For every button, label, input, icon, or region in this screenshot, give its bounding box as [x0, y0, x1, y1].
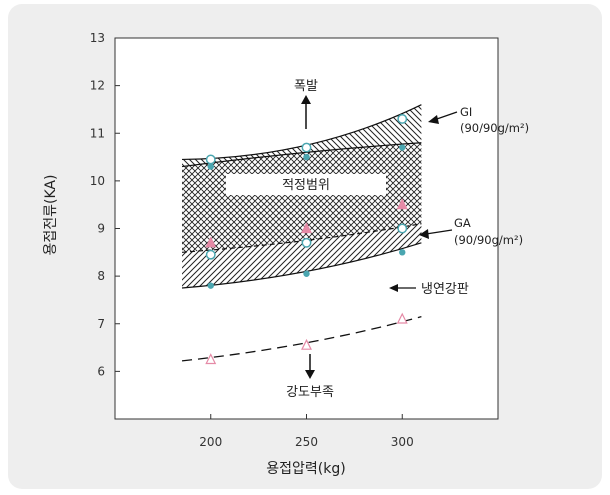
proper-lower-boundary: [181, 223, 422, 253]
x-axis-title: 용접압력(kg): [266, 461, 345, 477]
gi-point: [205, 154, 216, 165]
proper-range-box: [226, 174, 386, 195]
low-strength-point: [396, 312, 408, 324]
low-strength-point: [301, 338, 312, 350]
gi-coating-label: (90/90g/m²): [460, 121, 529, 135]
gi-point: [301, 237, 312, 248]
cold-rolled-point: [207, 282, 214, 289]
gi-point: [205, 249, 216, 260]
cold-rolled-point: [303, 153, 310, 161]
gi-arrowhead: [428, 115, 439, 124]
low-strength-arrowhead: [305, 370, 315, 379]
y-tick-label: 11: [90, 126, 105, 140]
gi-point: [397, 114, 408, 124]
ga-label: GA: [454, 216, 471, 230]
region-proper-range: [182, 142, 422, 253]
y-tick-label: 7: [97, 317, 105, 331]
gi-point: [397, 223, 408, 234]
cold-rolled-point: [207, 163, 214, 170]
proper-range-label: 적정범위: [282, 178, 330, 193]
gi-label: GI: [460, 105, 472, 119]
ga-point: [396, 198, 408, 210]
x-tick-label: 300: [391, 435, 414, 449]
y-tick-label: 13: [90, 31, 105, 45]
cold-rolled-point: [399, 249, 406, 256]
explosion-arrowhead: [301, 95, 311, 104]
ga-arrowhead: [419, 229, 429, 239]
cold-rolled-arrowhead: [389, 284, 398, 292]
gi-point: [301, 142, 312, 153]
y-tick-label: 9: [97, 222, 105, 236]
ga-coating-label: (90/90g/m²): [454, 233, 523, 247]
explosion-label: 폭발: [294, 79, 318, 94]
low-strength-label: 강도부족: [286, 385, 334, 400]
gi-arrow: [433, 111, 458, 121]
x-tick-label: 200: [199, 435, 222, 449]
y-tick-label: 8: [97, 269, 105, 283]
y-axis-title: 용접전류(KA): [43, 175, 59, 256]
x-tick-label: 250: [295, 435, 318, 449]
low-strength-curve: [181, 315, 422, 362]
ga-arrow: [425, 229, 453, 235]
region-ga: [182, 223, 422, 289]
low-strength-point: [205, 353, 217, 365]
cold-rolled-point: [303, 270, 310, 277]
y-tick-label: 6: [97, 364, 105, 378]
ga-point: [301, 222, 312, 234]
y-tick-label: 10: [90, 174, 105, 188]
y-tick-label: 12: [90, 79, 105, 93]
ga-point: [205, 236, 217, 248]
cold-rolled-point: [399, 144, 406, 151]
cold-rolled-label: 냉연강판: [421, 282, 469, 297]
